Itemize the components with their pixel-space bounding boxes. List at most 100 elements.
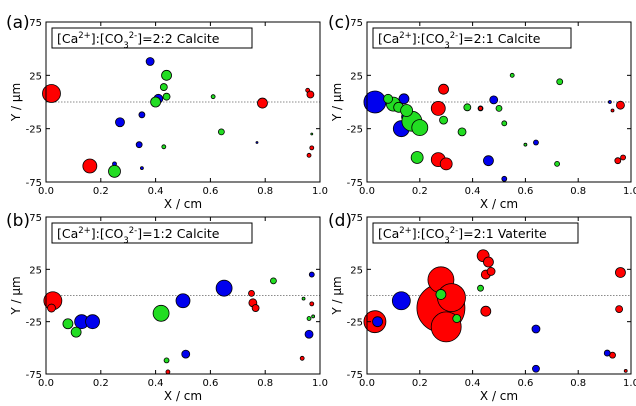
data-point <box>299 355 305 361</box>
data-point <box>483 256 494 268</box>
x-tick-label: 0.0 <box>359 378 375 389</box>
x-tick-label: 0.8 <box>570 378 586 389</box>
x-tick-label: 0.0 <box>38 186 54 197</box>
x-tick-label: 0.0 <box>38 378 54 389</box>
data-point <box>308 271 315 278</box>
data-point <box>181 349 191 359</box>
data-point <box>301 296 306 301</box>
title-box <box>51 222 253 244</box>
data-point <box>616 100 625 110</box>
data-point <box>152 304 170 322</box>
data-point <box>523 142 528 147</box>
data-point <box>614 157 622 165</box>
y-axis-label: Y / μm <box>330 83 344 122</box>
data-point <box>532 364 540 373</box>
data-point <box>248 290 255 297</box>
data-point <box>489 95 499 105</box>
data-point <box>85 314 100 330</box>
data-point <box>610 108 615 113</box>
data-point <box>452 314 462 323</box>
data-point <box>42 84 61 103</box>
x-tick-label: 0.4 <box>465 378 481 389</box>
plot-frame <box>45 216 321 375</box>
title-box <box>51 27 253 49</box>
x-tick-label: 0.2 <box>412 378 428 389</box>
data-point <box>533 139 539 146</box>
title-box <box>372 27 572 49</box>
data-point <box>501 120 508 127</box>
y-tick-label: 75 <box>350 213 363 224</box>
data-point <box>175 293 191 309</box>
data-point <box>477 284 484 292</box>
x-axis-label: X / cm <box>164 197 202 211</box>
data-point <box>398 93 410 105</box>
y-tick-label: -25 <box>347 125 363 136</box>
x-tick-label: 0.2 <box>93 186 109 197</box>
data-point <box>215 279 233 297</box>
title-box <box>372 222 579 244</box>
data-point <box>161 69 172 81</box>
data-point <box>411 119 429 136</box>
data-point <box>163 357 170 364</box>
y-tick-label: -75 <box>347 370 363 381</box>
y-tick-label: -75 <box>26 370 42 381</box>
plot-frame <box>366 216 632 375</box>
y-tick-label: -25 <box>26 318 42 329</box>
data-point <box>391 291 411 311</box>
data-point <box>47 303 56 313</box>
data-point <box>483 155 494 167</box>
data-point <box>463 103 472 112</box>
y-tick-label: -25 <box>347 318 363 329</box>
data-point <box>438 83 449 95</box>
y-tick-label: -75 <box>347 178 363 189</box>
data-point <box>501 175 508 182</box>
x-axis-label: X / cm <box>480 389 518 403</box>
data-point <box>251 304 260 312</box>
data-point <box>457 127 467 137</box>
chart-panel: 0.0 0.2 0.4 0.6 0.8 1.0 75 25 -25 -75 X / cm Y / μm… <box>328 211 636 403</box>
chart-panel: 0.0 0.2 0.4 0.6 0.8 1.0 75 25 -25 -75 X / cm Y / μm… <box>6 211 328 403</box>
y-tick-label: 25 <box>350 71 363 82</box>
data-point <box>309 145 315 151</box>
x-tick-label: 0.2 <box>93 378 109 389</box>
data-point <box>306 152 312 158</box>
chart-title: [Ca2+]:[CO32-]=2:1 Vaterite <box>378 226 547 246</box>
panel-label: (b) <box>6 211 30 231</box>
data-point <box>115 117 125 128</box>
data-point <box>257 97 268 109</box>
data-point <box>139 166 144 171</box>
y-tick-label: 25 <box>350 265 363 276</box>
data-point <box>161 144 167 150</box>
y-tick-label: -25 <box>26 125 42 136</box>
x-tick-label: 0.2 <box>412 186 428 197</box>
data-point <box>270 277 277 285</box>
data-point <box>486 267 496 276</box>
data-point <box>615 267 626 278</box>
chart-panel: 0.0 0.2 0.4 0.6 0.8 1.0 75 25 -25 -75 X / cm Y / μm… <box>328 13 636 211</box>
data-point <box>62 318 74 330</box>
data-point <box>430 101 446 116</box>
data-point <box>400 104 414 117</box>
data-point <box>615 305 624 314</box>
data-point <box>623 368 628 373</box>
chart-title: [Ca2+]:[CO32-]=2:2 Calcite <box>57 31 220 51</box>
data-point <box>556 78 564 86</box>
data-point <box>310 132 314 136</box>
panel-label: (a) <box>6 13 30 33</box>
data-point <box>410 151 424 164</box>
x-tick-label: 0.4 <box>148 378 164 389</box>
x-tick-label: 0.4 <box>465 186 481 197</box>
y-axis-label: Y / μm <box>9 83 23 122</box>
y-tick-label: 75 <box>29 213 42 224</box>
data-point <box>309 301 315 307</box>
data-point <box>439 115 448 125</box>
data-point <box>210 94 216 100</box>
x-tick-label: 0.0 <box>359 186 375 197</box>
data-point <box>554 160 560 167</box>
chart-panel: 0.0 0.2 0.4 0.6 0.8 1.0 75 25 -25 -75 X / cm Y / μm… <box>6 13 328 211</box>
chart-title: [Ca2+]:[CO32-]=1:2 Calcite <box>57 226 220 246</box>
data-point <box>159 83 168 91</box>
chart-title: [Ca2+]:[CO32-]=2:1 Calcite <box>378 31 541 51</box>
x-tick-label: 1.0 <box>312 186 328 197</box>
